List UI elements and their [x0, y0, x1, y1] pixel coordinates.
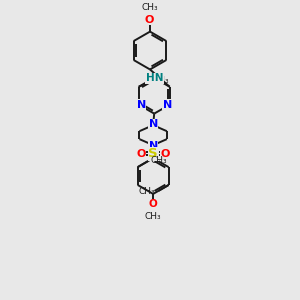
- Text: N: N: [148, 141, 158, 151]
- Text: O: O: [145, 15, 154, 25]
- Text: O: O: [149, 200, 158, 209]
- Text: O: O: [160, 149, 170, 159]
- Text: CH₃: CH₃: [145, 212, 161, 221]
- Text: N: N: [136, 100, 146, 110]
- Text: O: O: [136, 149, 146, 159]
- Text: CH₃: CH₃: [153, 76, 169, 85]
- Text: CH₃: CH₃: [151, 156, 167, 165]
- Text: N: N: [148, 119, 158, 129]
- Text: N: N: [163, 100, 172, 110]
- Text: CH₃: CH₃: [142, 3, 158, 12]
- Text: CH₃: CH₃: [139, 188, 156, 196]
- Text: HN: HN: [146, 73, 163, 83]
- Text: S: S: [148, 148, 158, 160]
